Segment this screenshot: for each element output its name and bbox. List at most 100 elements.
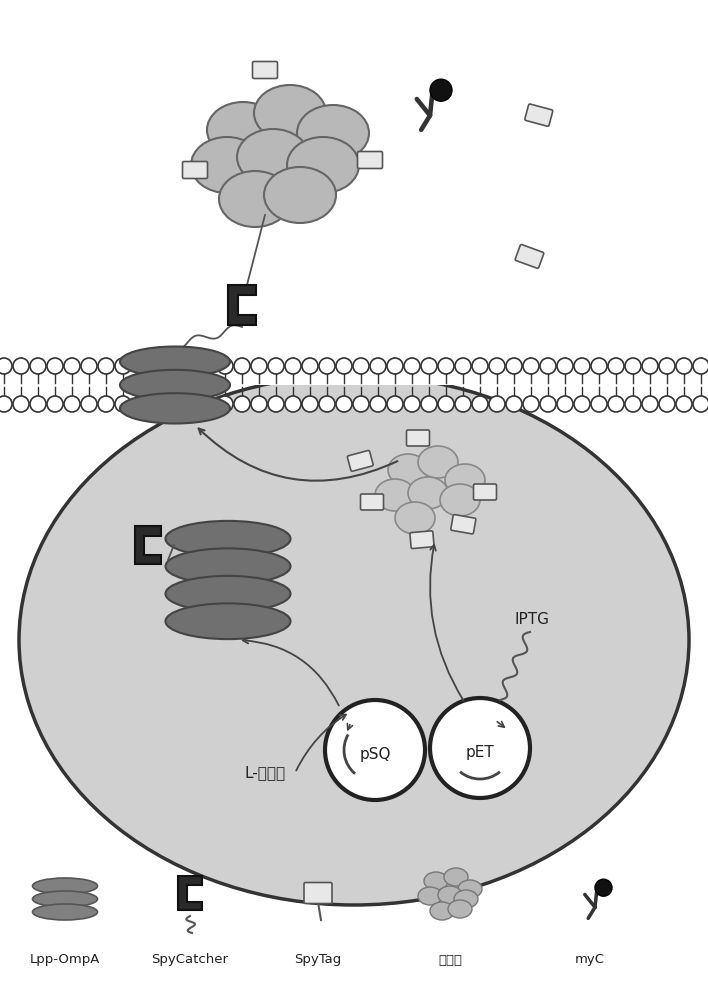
Ellipse shape: [19, 375, 689, 905]
Circle shape: [506, 396, 522, 412]
Ellipse shape: [219, 171, 291, 227]
FancyBboxPatch shape: [183, 161, 207, 178]
Circle shape: [132, 358, 148, 374]
Circle shape: [325, 700, 425, 800]
Circle shape: [421, 396, 437, 412]
Circle shape: [353, 396, 369, 412]
Ellipse shape: [445, 464, 485, 496]
Circle shape: [285, 358, 301, 374]
Circle shape: [404, 396, 420, 412]
Ellipse shape: [440, 484, 480, 516]
Circle shape: [404, 358, 420, 374]
Circle shape: [200, 358, 216, 374]
Circle shape: [251, 358, 267, 374]
Ellipse shape: [264, 167, 336, 223]
FancyBboxPatch shape: [525, 104, 553, 126]
Circle shape: [166, 358, 182, 374]
FancyBboxPatch shape: [474, 484, 496, 500]
Ellipse shape: [207, 102, 279, 158]
Ellipse shape: [166, 521, 290, 557]
Circle shape: [438, 396, 454, 412]
Circle shape: [64, 396, 80, 412]
Ellipse shape: [388, 454, 428, 486]
Circle shape: [149, 358, 165, 374]
Circle shape: [183, 358, 199, 374]
Circle shape: [608, 358, 624, 374]
Circle shape: [430, 79, 452, 101]
Text: SpyCatcher: SpyCatcher: [152, 954, 229, 966]
Circle shape: [574, 396, 590, 412]
Circle shape: [642, 396, 658, 412]
FancyBboxPatch shape: [515, 245, 544, 268]
Circle shape: [64, 358, 80, 374]
Circle shape: [455, 358, 471, 374]
Circle shape: [506, 358, 522, 374]
Circle shape: [421, 358, 437, 374]
Ellipse shape: [438, 886, 462, 904]
Ellipse shape: [430, 902, 454, 920]
Circle shape: [693, 358, 708, 374]
Circle shape: [595, 879, 612, 896]
Circle shape: [438, 358, 454, 374]
Circle shape: [523, 396, 539, 412]
FancyBboxPatch shape: [451, 515, 476, 534]
FancyBboxPatch shape: [253, 62, 278, 79]
Circle shape: [81, 358, 97, 374]
Circle shape: [115, 396, 131, 412]
Circle shape: [217, 396, 233, 412]
Circle shape: [268, 396, 284, 412]
Circle shape: [676, 358, 692, 374]
Circle shape: [132, 396, 148, 412]
Ellipse shape: [33, 904, 98, 920]
FancyBboxPatch shape: [348, 450, 373, 471]
Text: pET: pET: [466, 746, 494, 760]
Ellipse shape: [254, 85, 326, 141]
Circle shape: [370, 396, 386, 412]
Circle shape: [353, 358, 369, 374]
Circle shape: [285, 396, 301, 412]
Circle shape: [268, 358, 284, 374]
FancyBboxPatch shape: [358, 151, 382, 168]
Ellipse shape: [408, 477, 448, 509]
Ellipse shape: [297, 105, 369, 161]
Ellipse shape: [395, 502, 435, 534]
Circle shape: [200, 396, 216, 412]
Circle shape: [387, 358, 403, 374]
Ellipse shape: [166, 603, 290, 639]
Ellipse shape: [120, 370, 230, 400]
Circle shape: [591, 358, 607, 374]
Circle shape: [30, 396, 46, 412]
Ellipse shape: [458, 880, 482, 898]
Circle shape: [455, 396, 471, 412]
Circle shape: [608, 396, 624, 412]
Circle shape: [0, 358, 12, 374]
Circle shape: [115, 358, 131, 374]
Circle shape: [13, 358, 29, 374]
Circle shape: [642, 358, 658, 374]
Ellipse shape: [454, 890, 478, 908]
Circle shape: [234, 396, 250, 412]
Circle shape: [489, 358, 505, 374]
Polygon shape: [228, 285, 256, 325]
Circle shape: [540, 358, 556, 374]
Circle shape: [166, 396, 182, 412]
Circle shape: [47, 396, 63, 412]
Circle shape: [183, 396, 199, 412]
Ellipse shape: [166, 548, 290, 584]
Text: SpyTag: SpyTag: [295, 954, 342, 966]
Circle shape: [557, 358, 573, 374]
Circle shape: [98, 396, 114, 412]
Circle shape: [81, 396, 97, 412]
Circle shape: [13, 396, 29, 412]
Ellipse shape: [444, 868, 468, 886]
Text: L-鼠李糖: L-鼠李糖: [244, 766, 285, 780]
Text: 氟化醂: 氟化醂: [438, 954, 462, 966]
Circle shape: [370, 358, 386, 374]
Circle shape: [591, 396, 607, 412]
Circle shape: [557, 396, 573, 412]
Bar: [0, 0, 708, 385]
Ellipse shape: [33, 878, 98, 894]
Circle shape: [336, 396, 352, 412]
Circle shape: [217, 358, 233, 374]
Circle shape: [693, 396, 708, 412]
